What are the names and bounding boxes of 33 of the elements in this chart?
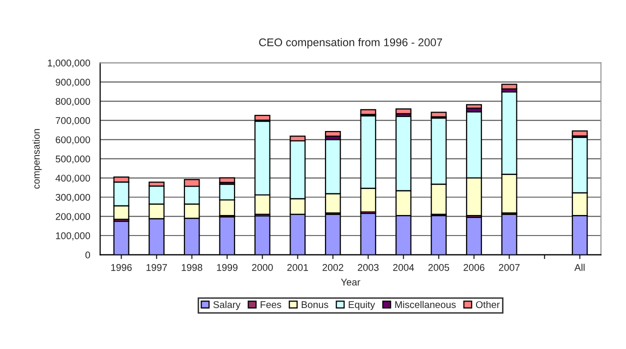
y-axis-title: compensation xyxy=(32,129,42,189)
x-tick-label: 2003 xyxy=(358,264,379,271)
x-tick-label: 2007 xyxy=(498,264,520,271)
legend-label: Other xyxy=(476,300,500,308)
y-tick-label: 600,000 xyxy=(56,136,90,144)
x-axis-title: Year xyxy=(340,278,360,286)
x-tick-label: 2006 xyxy=(464,264,484,271)
x-tick-label: 2005 xyxy=(428,264,450,271)
y-tick-label: 500,000 xyxy=(56,156,90,164)
x-tick-label: 2000 xyxy=(252,264,273,271)
legend-label: Salary xyxy=(213,300,240,310)
y-tick-label: 300,000 xyxy=(56,194,90,202)
y-tick-label: 700,000 xyxy=(56,117,90,126)
x-tick-label: 1996 xyxy=(111,264,132,271)
x-tick-label: 1999 xyxy=(217,264,238,271)
x-tick-label: 1998 xyxy=(182,264,202,271)
legend-label: Bonus xyxy=(302,301,328,308)
chart-title: CEO compensation from 1996 - 2007 xyxy=(259,38,442,48)
legend-label: Fees xyxy=(260,301,282,308)
x-tick-label: 1997 xyxy=(146,264,167,271)
x-tick-label: All xyxy=(574,264,585,271)
y-tick-label: 400,000 xyxy=(56,174,90,183)
x-tick-label: 2001 xyxy=(287,264,308,271)
y-tick-label: 200,000 xyxy=(56,213,90,222)
x-tick-label: 2004 xyxy=(393,264,414,271)
y-tick-label: 0 xyxy=(85,252,90,258)
legend-label: Equity xyxy=(348,300,376,310)
legend-label: Miscellaneous xyxy=(395,300,456,308)
y-tick-label: 900,000 xyxy=(56,78,90,87)
y-tick-label: 100,000 xyxy=(56,232,90,240)
x-tick-label: 2002 xyxy=(322,264,344,271)
y-tick-label: 1,000,000 xyxy=(48,60,90,68)
y-tick-label: 800,000 xyxy=(56,98,90,106)
